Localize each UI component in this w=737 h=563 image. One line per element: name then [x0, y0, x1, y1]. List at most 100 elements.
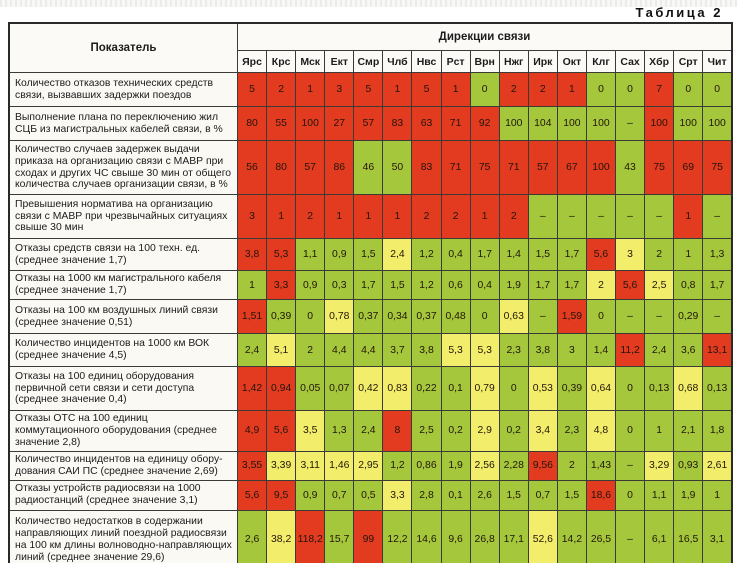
value-cell: 1,2: [411, 238, 442, 271]
value-cell: 1,5: [382, 270, 413, 300]
value-cell: 3: [556, 333, 587, 367]
value-cell: 2: [498, 72, 529, 107]
value-cell: 0,29: [673, 299, 704, 334]
value-cell: 1,59: [556, 299, 587, 334]
value-cell: 38,2: [266, 509, 297, 563]
value-cell: 1,46: [324, 450, 355, 481]
value-cell: 1: [353, 194, 384, 239]
column-header-Мск: Мск: [295, 50, 326, 73]
value-cell: 1: [236, 270, 268, 300]
value-cell: 0: [585, 299, 617, 334]
table-row: Отказы на 100 км воздушных линий связи (…: [8, 299, 733, 334]
value-cell: 5: [411, 72, 442, 107]
value-cell: 2: [295, 333, 326, 367]
value-cell: –: [644, 194, 675, 239]
value-cell: –: [585, 194, 617, 239]
value-cell: 57: [353, 106, 384, 141]
value-cell: 1,43: [585, 450, 617, 481]
value-cell: 43: [615, 140, 646, 195]
value-cell: 0,79: [469, 366, 500, 411]
value-cell: 1,5: [498, 479, 529, 511]
value-cell: 12,2: [382, 509, 413, 563]
value-cell: 118,2: [295, 509, 326, 563]
value-cell: 2,5: [644, 270, 675, 300]
value-cell: 1,5: [353, 238, 384, 271]
value-cell: 0,7: [527, 479, 558, 511]
value-cell: 3,11: [295, 450, 326, 481]
column-header-Клг: Клг: [585, 50, 617, 73]
value-cell: 71: [440, 140, 471, 195]
value-cell: –: [615, 450, 646, 481]
value-cell: 2,8: [411, 479, 442, 511]
value-cell: 0,2: [440, 410, 471, 452]
value-cell: 0,9: [324, 238, 355, 271]
value-cell: 0,13: [644, 366, 675, 411]
value-cell: 2: [556, 450, 587, 481]
value-cell: –: [702, 299, 733, 334]
value-cell: 1,9: [440, 450, 471, 481]
value-cell: 1,7: [556, 270, 587, 300]
column-header-Хбр: Хбр: [644, 50, 675, 73]
row-label: Отказы на 100 единиц оборудования первич…: [8, 366, 238, 411]
value-cell: 1,51: [236, 299, 268, 334]
value-cell: 0,07: [324, 366, 355, 411]
value-cell: 71: [498, 140, 529, 195]
value-cell: 1: [440, 72, 471, 107]
value-cell: 1,9: [498, 270, 529, 300]
value-cell: 0: [469, 72, 500, 107]
value-cell: 46: [353, 140, 384, 195]
value-cell: 1,5: [527, 238, 558, 271]
value-cell: 9,6: [440, 509, 471, 563]
value-cell: 100: [498, 106, 529, 141]
column-header-Нвс: Нвс: [411, 50, 442, 73]
row-label: Превышения норматива на организацию связ…: [8, 194, 238, 239]
value-cell: 0,39: [556, 366, 587, 411]
value-cell: 0,37: [411, 299, 442, 334]
value-cell: 1,2: [411, 270, 442, 300]
value-cell: 1: [382, 194, 413, 239]
value-cell: 18,6: [585, 479, 617, 511]
value-cell: 1,7: [469, 238, 500, 271]
value-cell: 2,61: [702, 450, 733, 481]
value-cell: 71: [440, 106, 471, 141]
row-label: Отказы ОТС на 100 единиц коммутационного…: [8, 410, 238, 452]
value-cell: 1: [382, 72, 413, 107]
column-header-Смр: Смр: [353, 50, 384, 73]
group-header: Дирекции связи: [237, 22, 733, 51]
row-label: Отказы на 1000 км магистрального кабеля …: [8, 270, 238, 300]
value-cell: 0: [615, 366, 646, 411]
value-cell: 14,6: [411, 509, 442, 563]
value-cell: –: [615, 509, 646, 563]
value-cell: 92: [469, 106, 500, 141]
value-cell: 3,55: [236, 450, 268, 481]
value-cell: 3,3: [382, 479, 413, 511]
column-header-Рст: Рст: [440, 50, 471, 73]
column-header-Чит: Чит: [702, 50, 733, 73]
value-cell: 0,9: [295, 270, 326, 300]
value-cell: 0,7: [324, 479, 355, 511]
column-header-Крс: Крс: [266, 50, 297, 73]
column-header-Ярс: Ярс: [236, 50, 268, 73]
value-cell: 0,13: [702, 366, 733, 411]
column-header-Нжг: Нжг: [498, 50, 529, 73]
value-cell: –: [615, 299, 646, 334]
value-cell: –: [615, 194, 646, 239]
value-cell: 0,68: [673, 366, 704, 411]
value-cell: –: [527, 194, 558, 239]
value-cell: 1,7: [556, 238, 587, 271]
value-cell: 2,4: [353, 410, 384, 452]
value-cell: 5: [353, 72, 384, 107]
value-cell: 2,4: [382, 238, 413, 271]
value-cell: 5,6: [236, 479, 268, 511]
value-cell: 3,1: [702, 509, 733, 563]
value-cell: 1,4: [498, 238, 529, 271]
value-cell: 5,6: [615, 270, 646, 300]
value-cell: 5,3: [266, 238, 297, 271]
value-cell: 86: [324, 140, 355, 195]
value-cell: 2: [498, 194, 529, 239]
table-row: Отказы ОТС на 100 единиц коммутационного…: [8, 410, 733, 452]
group-header-row: Показатель Дирекции связи: [8, 22, 733, 73]
value-cell: 1,7: [527, 270, 558, 300]
value-cell: 100: [644, 106, 675, 141]
